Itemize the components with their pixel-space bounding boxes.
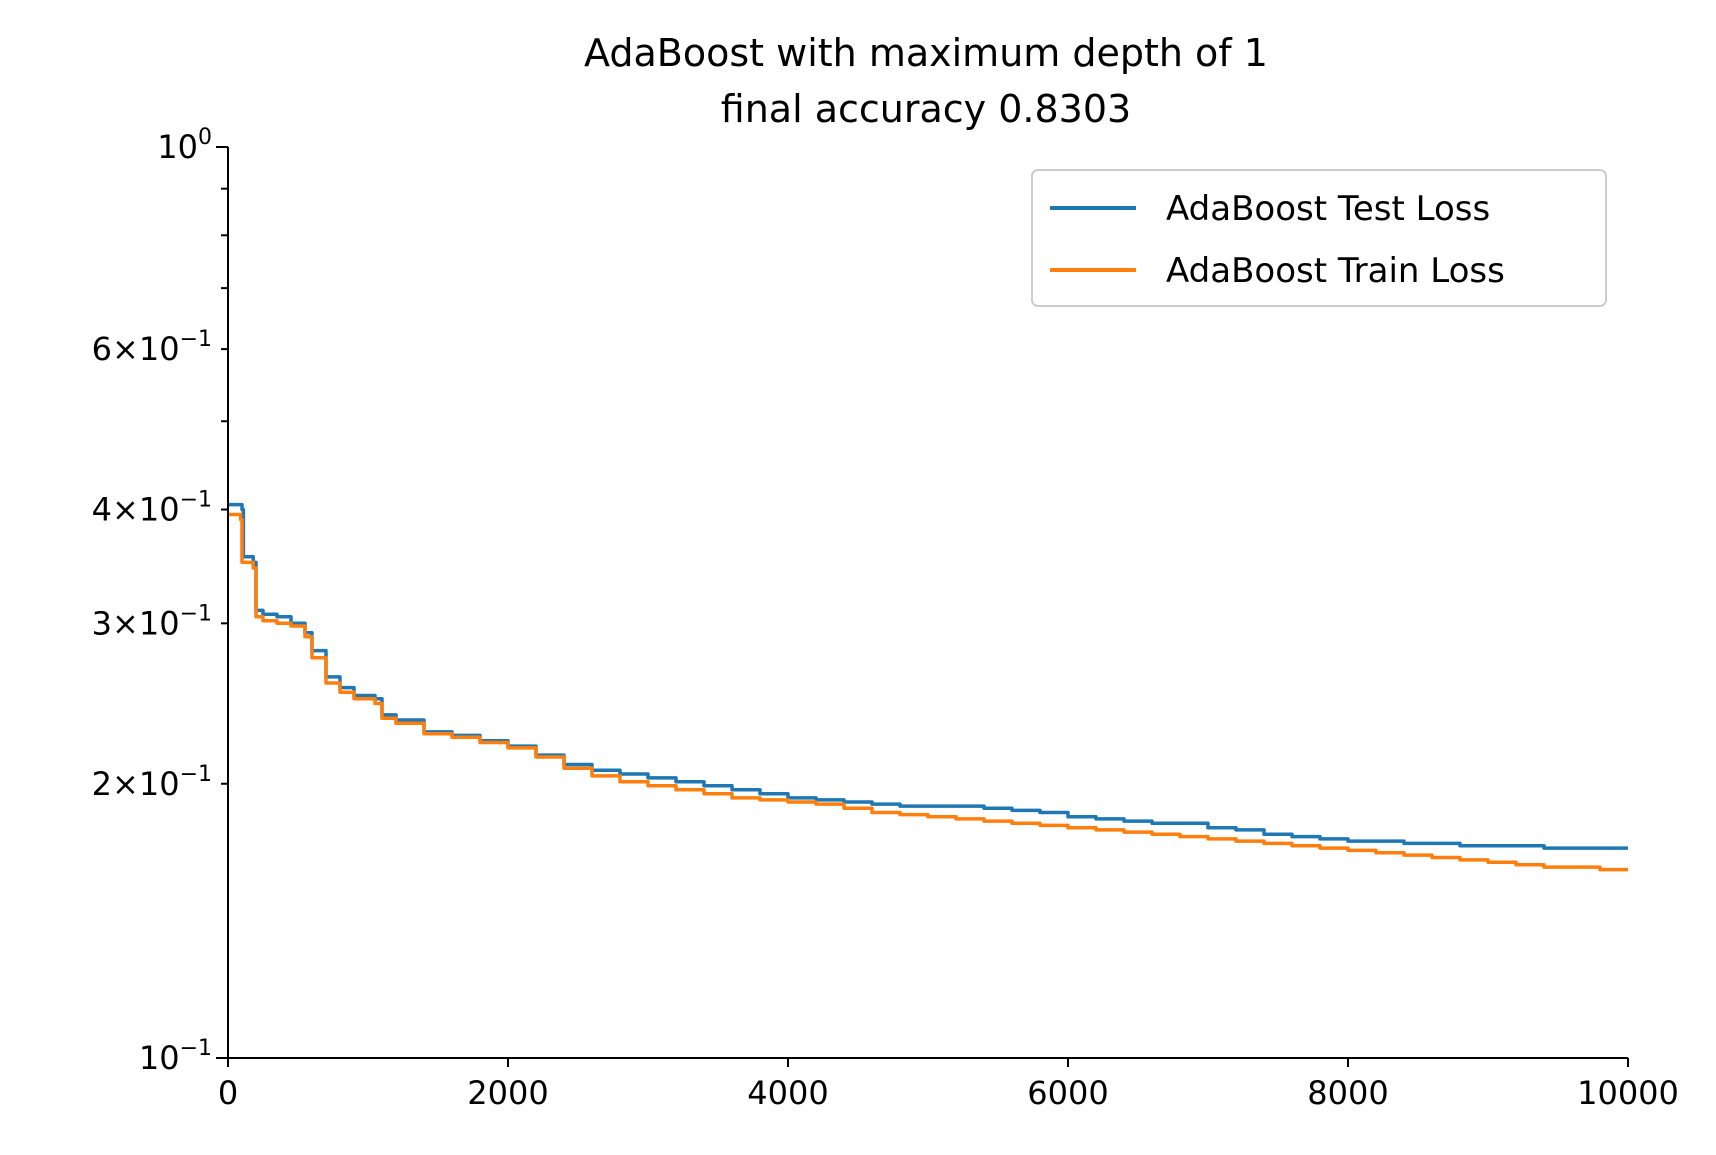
- legend-label: AdaBoost Train Loss: [1166, 251, 1505, 291]
- series-line-test-loss: [228, 502, 1628, 850]
- y-tick-mantissa: 6: [92, 330, 112, 368]
- y-tick-label: 6×10−1: [92, 327, 212, 368]
- axes: 0 2000 4000 6000 8000 1000010010−16×10−14×10−…: [92, 125, 1679, 1112]
- y-tick-base: 10: [139, 604, 180, 642]
- y-tick-times-sign: ×: [112, 604, 139, 642]
- y-tick-mantissa: 3: [92, 604, 112, 642]
- y-tick-mantissa: 4: [92, 491, 112, 529]
- x-tick-label: 4000: [747, 1074, 828, 1112]
- y-tick-base: 10: [139, 491, 180, 529]
- y-tick-base: 10: [139, 765, 180, 803]
- y-tick-times-sign: ×: [112, 330, 139, 368]
- x-tick-label: 8000: [1307, 1074, 1388, 1112]
- y-tick-label: 100: [157, 125, 212, 166]
- y-tick-label: 10−1: [139, 1036, 212, 1077]
- series-line-train-loss: [228, 512, 1628, 872]
- legend-label: AdaBoost Test Loss: [1166, 189, 1490, 229]
- y-tick-exponent: −1: [180, 1036, 212, 1061]
- y-tick-exponent: −1: [180, 488, 212, 513]
- y-tick-exponent: −1: [180, 601, 212, 626]
- y-tick-times-sign: ×: [112, 765, 139, 803]
- y-tick-label: 3×10−1: [92, 601, 212, 642]
- y-tick-base: 10: [139, 330, 180, 368]
- legend: AdaBoost Test Loss AdaBoost Train Loss: [1031, 169, 1607, 307]
- x-tick-label: 6000: [1027, 1074, 1108, 1112]
- y-tick-base: 10: [157, 128, 198, 166]
- y-tick-label: 4×10−1: [92, 488, 212, 529]
- y-tick-exponent: −1: [180, 762, 212, 787]
- chart-title: AdaBoost with maximum depth of 1: [584, 31, 1268, 75]
- x-tick-label: 0: [218, 1074, 238, 1112]
- y-tick-base: 10: [139, 1039, 180, 1077]
- x-tick-label: 2000: [467, 1074, 548, 1112]
- y-tick-exponent: 0: [198, 125, 212, 150]
- y-tick-exponent: −1: [180, 327, 212, 352]
- y-tick-times-sign: ×: [112, 491, 139, 529]
- legend-frame: [1031, 169, 1607, 307]
- y-tick-mantissa: 2: [92, 765, 112, 803]
- x-tick-label: 10000: [1577, 1074, 1679, 1112]
- chart-subtitle: final accuracy 0.8303: [721, 87, 1131, 131]
- plot-area: [228, 502, 1628, 872]
- y-tick-label: 2×10−1: [92, 762, 212, 803]
